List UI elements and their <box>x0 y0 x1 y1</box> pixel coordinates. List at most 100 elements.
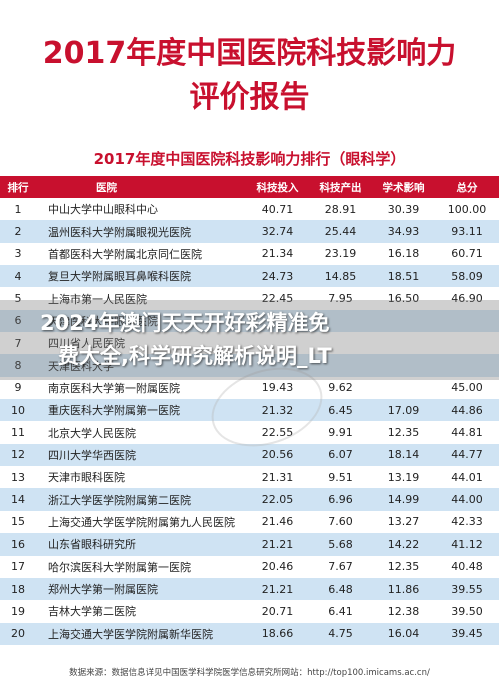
total-cell: 44.01 <box>451 470 483 484</box>
influence-cell: 17.09 <box>387 403 420 417</box>
output-cell: 9.91 <box>328 426 353 440</box>
influence-cell: 14.99 <box>387 493 420 507</box>
total-cell: 45.00 <box>451 381 483 395</box>
input-cell: 21.21 <box>261 582 294 596</box>
rank-cell: 19 <box>11 604 25 618</box>
hospital-cell: 上海交通大学医学院附属新华医院 <box>48 627 213 641</box>
output-cell: 6.48 <box>328 582 353 596</box>
table-row: 16 山东省眼科研究所 21.21 5.68 14.22 41.12 <box>0 533 499 556</box>
hospital-cell: 哈尔滨医科大学附属第一医院 <box>48 560 191 574</box>
report-title-line2: 评价报告 <box>189 80 310 115</box>
influence-cell: 14.22 <box>387 537 420 551</box>
input-cell: 21.32 <box>261 403 294 417</box>
total-cell: 60.71 <box>451 247 483 261</box>
output-cell: 6.45 <box>328 403 353 417</box>
table-row: 19 吉林大学第二医院 20.71 6.41 12.38 39.50 <box>0 600 499 623</box>
influence-cell: 18.51 <box>387 269 420 283</box>
hospital-cell: 吉林大学第二医院 <box>48 605 136 619</box>
overlay-text-line1: 2024年澳门天天开好彩精准免 <box>40 311 330 335</box>
input-cell: 40.71 <box>261 202 294 216</box>
column-header-total: 总分 <box>456 181 478 194</box>
report-title-line1: 2017年度中国医院科技影响力 <box>42 36 457 71</box>
input-cell: 19.43 <box>261 381 294 395</box>
table-row: 13 天津市眼科医院 21.31 9.51 13.19 44.01 <box>0 466 499 489</box>
hospital-cell: 天津医科大学 <box>48 359 114 373</box>
output-cell: 9.51 <box>328 470 353 484</box>
influence-cell: 12.38 <box>387 604 420 618</box>
influence-cell: 34.93 <box>387 225 420 239</box>
table-row: 15 上海交通大学医学院附属第九人民医院 21.46 7.60 13.27 42.33 <box>0 510 499 534</box>
hospital-cell: 山东省眼科研究所 <box>48 538 136 552</box>
column-header-influence: 学术影响 <box>382 181 425 194</box>
rank-cell: 11 <box>11 426 25 440</box>
input-cell: 24.73 <box>261 269 294 283</box>
overlay-banner <box>0 300 499 380</box>
hospital-cell: 天津医科大学眼科医院 <box>48 314 158 328</box>
influence-cell: 13.19 <box>387 470 420 484</box>
column-header-hospital: 医院 <box>96 181 117 194</box>
input-cell: 32.74 <box>261 225 294 239</box>
rank-cell: 5 <box>14 292 22 306</box>
table-row: 10 重庆医科大学附属第一医院 21.32 6.45 17.09 44.86 <box>0 399 499 422</box>
total-cell: 46.90 <box>451 292 483 306</box>
column-header-rank: 排行 <box>7 181 29 194</box>
influence-cell: 11.86 <box>387 582 420 596</box>
output-cell: 6.96 <box>328 493 353 507</box>
input-cell: 20.56 <box>261 448 294 462</box>
total-cell: 100.00 <box>447 202 487 216</box>
input-cell: 21.21 <box>261 537 294 551</box>
source-footnote: 数据来源：数据信息详见中国医学科学院医学信息研究所网站：http://top10… <box>69 668 430 678</box>
hospital-cell: 重庆医科大学附属第一医院 <box>48 404 180 418</box>
output-cell: 7.95 <box>328 292 353 306</box>
column-header-input: 科技投入 <box>256 181 299 194</box>
total-cell: 44.77 <box>451 448 483 462</box>
influence-cell: 12.35 <box>387 426 420 440</box>
ranking-subtitle: 2017年度中国医院科技影响力排行（眼科学） <box>93 150 406 168</box>
table-row: 1 中山大学中山眼科中心 40.71 28.91 30.39 100.00 <box>0 198 499 221</box>
hospital-cell: 上海交通大学医学院附属第九人民医院 <box>48 515 235 529</box>
output-cell: 4.75 <box>328 627 353 641</box>
hospital-cell: 首都医科大学附属北京同仁医院 <box>48 247 202 261</box>
influence-cell: 30.39 <box>387 202 420 216</box>
influence-cell: 12.35 <box>387 560 420 574</box>
rank-cell: 13 <box>11 470 25 484</box>
output-cell: 23.19 <box>324 247 357 261</box>
total-cell: 39.55 <box>451 582 483 596</box>
output-cell: 5.68 <box>328 537 353 551</box>
hospital-cell: 中山大学中山眼科中心 <box>48 203 158 217</box>
hospital-cell: 复旦大学附属眼耳鼻喉科医院 <box>48 270 191 284</box>
table-header: 排行 医院 科技投入 科技产出 学术影响 总分 <box>0 176 499 198</box>
hospital-cell: 上海市第一人民医院 <box>48 292 147 306</box>
output-cell: 7.67 <box>328 560 353 574</box>
output-cell: 9.62 <box>328 381 353 395</box>
rank-cell: 15 <box>11 515 25 529</box>
input-cell: 22.55 <box>261 426 294 440</box>
total-cell: 58.09 <box>451 269 483 283</box>
rank-cell: 4 <box>14 269 22 283</box>
hospital-cell: 温州医科大学附属眼视光医院 <box>48 225 191 239</box>
input-cell: 20.71 <box>261 604 294 618</box>
input-cell: 18.66 <box>261 627 294 641</box>
influence-cell: 16.18 <box>387 247 420 261</box>
hospital-cell: 四川省人民医院 <box>48 337 125 351</box>
rank-cell: 2 <box>14 225 22 239</box>
output-cell: 6.41 <box>328 604 353 618</box>
column-header-output: 科技产出 <box>319 181 362 194</box>
rank-cell: 7 <box>14 336 22 350</box>
table-row: 11 北京大学人民医院 22.55 9.91 12.35 44.81 <box>0 421 499 444</box>
total-cell: 39.45 <box>451 627 483 641</box>
table-row: 2 温州医科大学附属眼视光医院 32.74 25.44 34.93 93.11 <box>0 220 499 243</box>
table-row: 14 浙江大学医学院附属第二医院 22.05 6.96 14.99 44.00 <box>0 488 499 511</box>
table-row: 3 首都医科大学附属北京同仁医院 21.34 23.19 16.18 60.71 <box>0 242 499 266</box>
table-row: 12 四川大学华西医院 20.56 6.07 18.14 44.77 <box>0 443 499 467</box>
input-cell: 22.45 <box>261 292 294 306</box>
influence-cell: 18.14 <box>387 448 420 462</box>
rank-cell: 10 <box>11 403 25 417</box>
hospital-cell: 北京大学人民医院 <box>48 426 136 440</box>
total-cell: 41.12 <box>451 537 483 551</box>
rank-cell: 1 <box>14 202 22 216</box>
rank-cell: 3 <box>14 247 22 261</box>
hospital-cell: 四川大学华西医院 <box>48 448 136 462</box>
input-cell: 21.34 <box>261 247 294 261</box>
